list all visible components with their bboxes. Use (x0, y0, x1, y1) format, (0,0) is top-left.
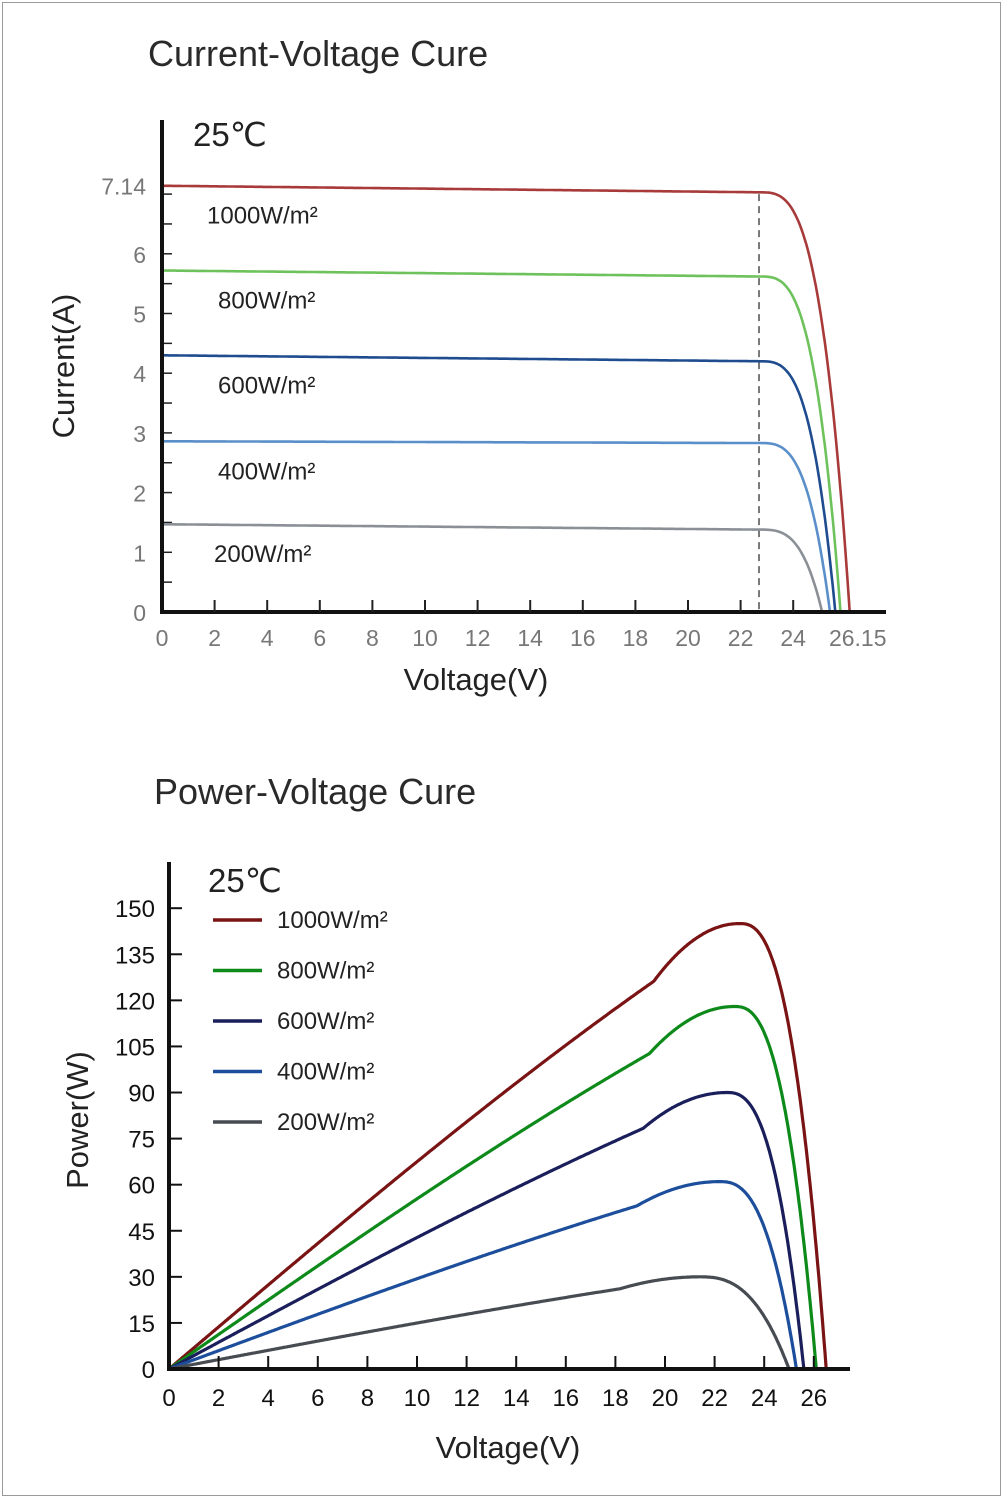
pv-y-tick-label: 135 (115, 942, 155, 969)
pv-series-line (168, 1179, 798, 1371)
iv-y-tick-label: 5 (133, 302, 146, 328)
iv-y-tick-label: 6 (133, 242, 146, 268)
pv-y-tick-label: 105 (115, 1034, 155, 1061)
pv-series-line (167, 921, 828, 1371)
pv-x-ticks: 0 2 4 6 8 10 12 14 16 18 20 22 24 26 (162, 1356, 827, 1412)
pv-lines (167, 921, 828, 1371)
pv-x-tick-label: 4 (262, 1385, 275, 1412)
pv-x-tick-label: 16 (552, 1385, 579, 1412)
pv-legend-label: 1000W/m² (277, 907, 388, 934)
iv-series-label: 200W/m² (214, 541, 311, 568)
iv-y-tick-label: 1 (133, 540, 146, 566)
pv-y-tick-label: 90 (128, 1081, 155, 1108)
iv-x-ticks: 0 2 4 6 8 10 12 14 16 18 20 22 24 26.15 (156, 600, 887, 651)
iv-series-labels: 1000W/m² 800W/m² 600W/m² 400W/m² 200W/m² (207, 203, 318, 568)
iv-y-tick-label: 3 (133, 421, 146, 447)
pv-legend-label: 800W/m² (277, 958, 374, 985)
pv-y-tick-label: 120 (115, 988, 155, 1015)
iv-x-tick-label: 10 (412, 625, 438, 651)
iv-x-tick-label: 8 (366, 625, 379, 651)
pv-y-axis-label: Power(W) (60, 1051, 95, 1189)
pv-x-tick-label: 10 (404, 1385, 431, 1412)
iv-y-ticks: 0 1 2 3 4 5 6 7.14 (101, 174, 146, 626)
pv-legend-label: 600W/m² (277, 1008, 374, 1035)
iv-series-line (162, 353, 837, 613)
iv-x-axis-label: Voltage(V) (404, 662, 549, 697)
pv-y-tick-label: 75 (128, 1127, 155, 1154)
pv-y-tick-label: 60 (128, 1173, 155, 1200)
iv-chart: Current-Voltage Cure 25℃ 0 2 4 6 8 10 12 14 16 18… (46, 33, 887, 697)
pv-legend-label: 200W/m² (277, 1109, 374, 1136)
pv-x-tick-label: 22 (701, 1385, 728, 1412)
pv-x-axis-label: Voltage(V) (436, 1430, 581, 1465)
iv-y-tick-label: 7.14 (101, 174, 146, 200)
iv-x-tick-label: 20 (675, 625, 701, 651)
pv-x-tick-label: 24 (751, 1385, 778, 1412)
iv-series-label: 400W/m² (218, 458, 315, 485)
iv-x-tick-label: 24 (780, 625, 806, 651)
pv-x-tick-label: 0 (162, 1385, 175, 1412)
iv-chart-title: Current-Voltage Cure (148, 33, 488, 74)
pv-legend-label: 400W/m² (277, 1059, 374, 1086)
iv-x-tick-label: 22 (728, 625, 754, 651)
iv-x-tick-label: 12 (465, 625, 491, 651)
pv-series-line (168, 1275, 791, 1371)
iv-x-tick-label: 16 (570, 625, 596, 651)
pv-chart-title: Power-Voltage Cure (154, 771, 476, 812)
iv-series-line (161, 184, 851, 613)
pv-series-line (168, 1004, 818, 1371)
iv-lines (161, 184, 851, 613)
pv-y-tick-label: 15 (128, 1311, 155, 1338)
pv-y-tick-label: 0 (142, 1357, 155, 1384)
pv-x-tick-label: 8 (361, 1385, 374, 1412)
pv-y-tick-label: 30 (128, 1265, 155, 1292)
iv-y-axis-label: Current(A) (46, 294, 81, 439)
pv-chart-temperature: 25℃ (208, 862, 282, 899)
pv-x-tick-label: 18 (602, 1385, 629, 1412)
pv-y-tick-label: 45 (128, 1219, 155, 1246)
iv-y-tick-label: 2 (133, 481, 146, 507)
pv-x-tick-label: 14 (503, 1385, 530, 1412)
iv-x-tick-label: 0 (156, 625, 169, 651)
iv-series-line (161, 522, 824, 613)
iv-series-line (162, 439, 832, 613)
pv-chart: Power-Voltage Cure 25℃ 0 2 4 6 8 10 12 14 16 18 20… (60, 771, 850, 1465)
iv-x-tick-label: 6 (313, 625, 326, 651)
pv-x-tick-label: 12 (453, 1385, 480, 1412)
iv-x-tick-label: 2 (208, 625, 221, 651)
iv-x-tick-label: 26.15 (829, 625, 887, 651)
iv-x-tick-label: 4 (261, 625, 274, 651)
pv-x-tick-label: 26 (800, 1385, 827, 1412)
pv-x-tick-label: 6 (311, 1385, 324, 1412)
pv-y-tick-label: 150 (115, 896, 155, 923)
pv-x-tick-label: 20 (652, 1385, 679, 1412)
iv-series-label: 600W/m² (218, 372, 315, 399)
iv-y-tick-label: 0 (133, 600, 146, 626)
iv-x-tick-label: 18 (623, 625, 649, 651)
iv-y-tick-label: 4 (133, 361, 146, 387)
pv-series-line (168, 1090, 806, 1371)
iv-series-label: 800W/m² (218, 288, 315, 315)
pv-y-ticks: 0 15 30 45 60 75 90 105 120 135 150 (115, 896, 182, 1384)
pv-legend: 1000W/m² 800W/m² 600W/m² 400W/m² 200W/m² (213, 907, 388, 1136)
iv-x-tick-label: 14 (517, 625, 543, 651)
pv-x-tick-label: 2 (212, 1385, 225, 1412)
iv-series-line (162, 269, 842, 613)
iv-chart-temperature: 25℃ (193, 116, 267, 153)
iv-series-label: 1000W/m² (207, 203, 318, 230)
